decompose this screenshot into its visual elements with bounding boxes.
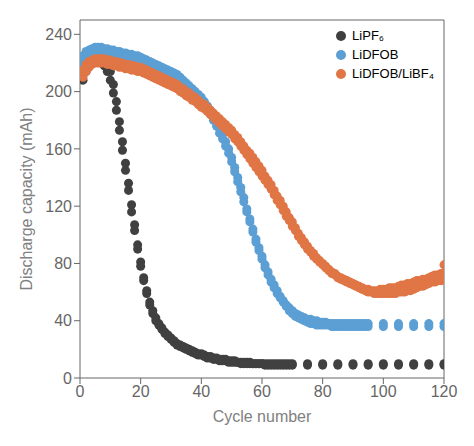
svg-text:40: 40 [54,312,72,329]
svg-text:240: 240 [45,26,72,43]
html-text:LiDFOB: LiDFOB [352,47,399,62]
svg-text:200: 200 [45,83,72,100]
svg-text:160: 160 [45,141,72,158]
svg-text:0: 0 [76,383,85,400]
svg-text:0: 0 [63,370,72,387]
svg-text:100: 100 [370,383,397,400]
svg-text:80: 80 [314,383,332,400]
svg-text:80: 80 [54,255,72,272]
svg-text:Discharge capacity (mAh): Discharge capacity (mAh) [18,107,35,290]
svg-text:20: 20 [132,383,150,400]
svg-text:40: 40 [192,383,210,400]
html-text:LiDFOB/LiBF₄: LiDFOB/LiBF₄ [352,66,434,81]
svg-text:60: 60 [253,383,271,400]
svg-text:120: 120 [45,198,72,215]
svg-text:Cycle number: Cycle number [213,408,312,425]
svg-text:120: 120 [431,383,458,400]
html-text:LiPF₆: LiPF₆ [352,28,385,43]
